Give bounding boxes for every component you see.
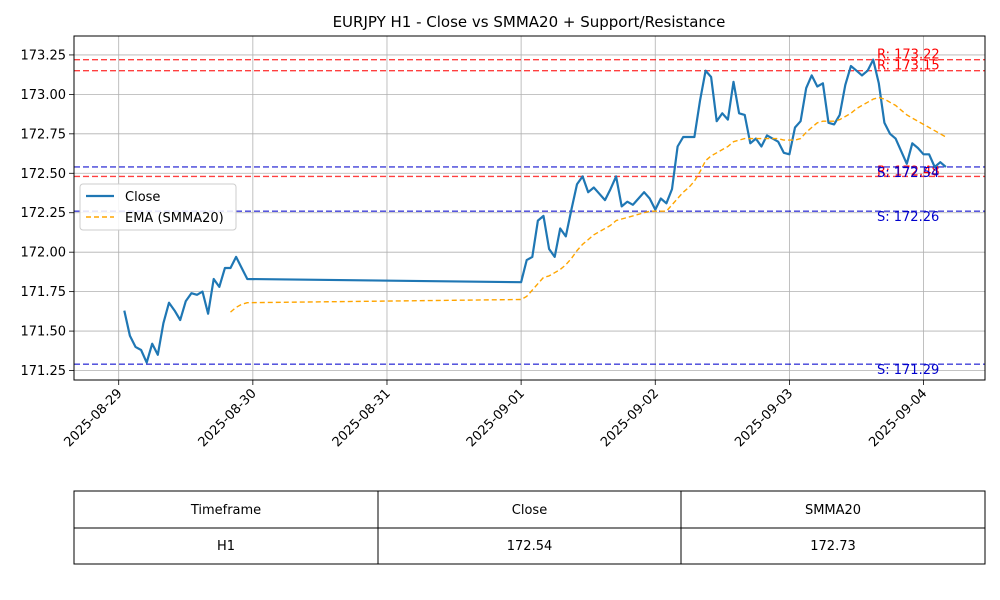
y-tick-label: 172.00	[21, 246, 67, 261]
x-tick-label: 2025-08-29	[62, 386, 126, 450]
close-series-line	[123, 58, 947, 364]
legend-label: Close	[125, 190, 160, 205]
x-tick-label: 2025-09-02	[598, 386, 662, 450]
legend-label: EMA (SMMA20)	[125, 211, 224, 226]
y-tick-label: 172.25	[21, 206, 67, 221]
chart-title: EURJPY H1 - Close vs SMMA20 + Support/Re…	[333, 13, 726, 31]
table-cell: 172.54	[507, 539, 553, 554]
x-tick-label: 2025-08-31	[330, 386, 394, 450]
ema-series-line	[230, 96, 947, 313]
data-table: Timeframe Close SMMA20 H1 172.54 172.73	[73, 490, 986, 565]
table-cell: H1	[217, 539, 235, 554]
y-tick-label: 173.25	[21, 48, 67, 63]
legend: Close EMA (SMMA20)	[79, 183, 237, 231]
resistance-label: R: 172.48	[877, 164, 940, 179]
resistance-label: R: 173.15	[877, 59, 940, 74]
y-tick-label: 171.75	[21, 285, 67, 300]
table-header-cell: Close	[512, 503, 547, 518]
y-tick-label: 172.50	[21, 167, 67, 182]
support-label: S: 172.26	[877, 210, 939, 225]
x-tick-label: 2025-08-30	[196, 386, 260, 450]
plot-frame	[73, 35, 986, 381]
plot-area: 2025-08-29 2025-08-30 2025-08-31 2025-09-01…	[21, 35, 986, 450]
legend-box	[79, 183, 237, 231]
y-tick-label: 172.75	[21, 127, 67, 142]
x-tick-label: 2025-09-04	[866, 386, 930, 450]
x-tick-label: 2025-09-03	[732, 386, 796, 450]
table-header-cell: Timeframe	[190, 503, 261, 518]
resistance-label: R: 173.22	[877, 48, 940, 63]
y-tick-label: 171.25	[21, 364, 67, 379]
y-tick-label: 171.50	[21, 325, 67, 340]
support-label: S: 171.29	[877, 363, 939, 378]
y-tick-label: 173.00	[21, 88, 67, 103]
table-header-cell: SMMA20	[805, 503, 861, 518]
x-tick-label: 2025-09-01	[464, 386, 528, 450]
support-label: S: 172.54	[877, 166, 939, 181]
table-cell: 172.73	[810, 539, 856, 554]
